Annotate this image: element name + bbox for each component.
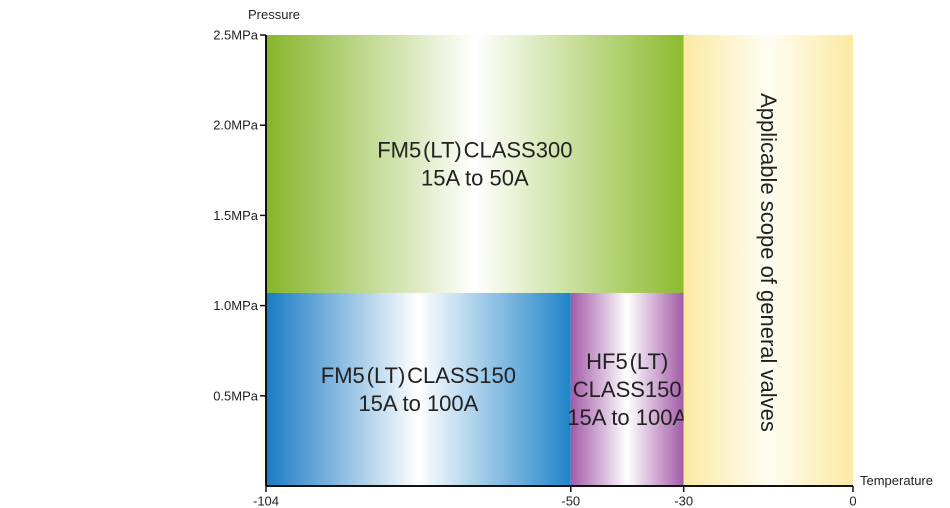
y-axis-title: Pressure (248, 7, 300, 22)
region-fm5-class150-area (266, 292, 571, 486)
region-general-valves: Applicable scope of general valves (683, 35, 853, 486)
y-tick-label: 1.5MPa (213, 208, 259, 223)
x-axis-title: Temperature (860, 473, 933, 488)
region-hf5-class150-area (570, 292, 684, 486)
region-fm5-class300-label-line-1: FM5 (LT) CLASS300 (377, 137, 572, 162)
region-general-valves-label: Applicable scope of general valves (756, 93, 781, 432)
y-tick-label: 0.5MPa (213, 388, 259, 403)
region-fm5-class150-label-line-2: 15A to 100A (358, 391, 478, 416)
region-hf5-class150-label-line-1: HF5 (LT) (586, 349, 668, 374)
region-hf5-class150: HF5 (LT) CLASS150 15A to 100A (567, 292, 687, 486)
region-hf5-class150-label-line-3: 15A to 100A (567, 405, 687, 430)
region-fm5-class300: FM5 (LT) CLASS300 15A to 50A (266, 35, 684, 293)
region-fm5-class300-label-line-2: 15A to 50A (421, 165, 529, 190)
x-tick-label: -104 (253, 494, 279, 508)
x-tick-label: -50 (561, 494, 580, 508)
region-fm5-class150: FM5 (LT) CLASS150 15A to 100A (266, 292, 571, 486)
x-tick-label: 0 (849, 494, 856, 508)
x-tick-label: -30 (674, 494, 693, 508)
axes-layer (265, 35, 853, 487)
region-hf5-class150-label-line-2: CLASS150 (573, 377, 682, 402)
region-fm5-class300-area (266, 35, 684, 293)
y-tick-label: 2.0MPa (213, 118, 259, 133)
region-general-valves-area (683, 35, 853, 486)
y-tick-label: 1.0MPa (213, 298, 259, 313)
ticks-layer: 0.5MPa 1.0MPa 1.5MPa 2.0MPa 2.5MPa -104 -50 -30… (213, 28, 856, 508)
region-fm5-class150-label-line-1: FM5 (LT) CLASS150 (321, 363, 516, 388)
y-tick-label: 2.5MPa (213, 28, 259, 43)
